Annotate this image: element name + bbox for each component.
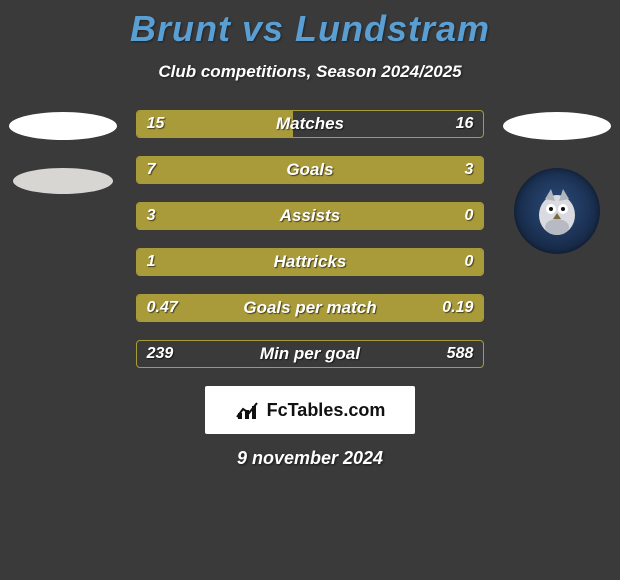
stats-bars: 15 Matches 16 7 Goals 3 3 Assists 0 1 Hattricks 0 0.… <box>136 110 485 368</box>
stat-value-right: 0 <box>464 253 473 271</box>
stat-value-right: 588 <box>447 345 474 363</box>
right-oval-1 <box>503 112 611 140</box>
stat-label: Goals <box>286 160 333 180</box>
left-oval-1 <box>9 112 117 140</box>
player-left-col <box>8 110 118 194</box>
stat-label: Goals per match <box>243 298 376 318</box>
stat-value-left: 7 <box>147 161 156 179</box>
stat-row: 1 Hattricks 0 <box>136 248 485 276</box>
player-right-col <box>502 110 612 254</box>
brand-text: FcTables.com <box>267 400 386 421</box>
stat-row: 3 Assists 0 <box>136 202 485 230</box>
stat-value-right: 16 <box>456 115 474 133</box>
stat-value-left: 15 <box>147 115 165 133</box>
comparison-card: Brunt vs Lundstram Club competitions, Se… <box>0 0 620 469</box>
stat-row: 15 Matches 16 <box>136 110 485 138</box>
stat-value-right: 0 <box>464 207 473 225</box>
stat-label: Assists <box>280 206 340 226</box>
stat-value-right: 0.19 <box>442 299 473 317</box>
subtitle: Club competitions, Season 2024/2025 <box>0 62 620 82</box>
left-oval-2 <box>13 168 113 194</box>
stat-label: Min per goal <box>260 344 360 364</box>
stat-value-left: 0.47 <box>147 299 178 317</box>
bar-fill-left <box>137 157 373 183</box>
stat-value-left: 3 <box>147 207 156 225</box>
stat-row: 7 Goals 3 <box>136 156 485 184</box>
page-title: Brunt vs Lundstram <box>0 8 620 50</box>
stat-value-right: 3 <box>464 161 473 179</box>
stat-value-left: 1 <box>147 253 156 271</box>
stat-label: Hattricks <box>274 252 347 272</box>
stat-row: 0.47 Goals per match 0.19 <box>136 294 485 322</box>
comparison-body: 15 Matches 16 7 Goals 3 3 Assists 0 1 Hattricks 0 0.… <box>0 110 620 368</box>
club-crest-icon <box>514 168 600 254</box>
owl-icon <box>527 181 587 241</box>
chart-icon <box>235 399 261 421</box>
stat-value-left: 239 <box>147 345 174 363</box>
footer-date: 9 november 2024 <box>0 448 620 469</box>
stat-row: 239 Min per goal 588 <box>136 340 485 368</box>
brand-badge: FcTables.com <box>205 386 415 434</box>
stat-label: Matches <box>276 114 344 134</box>
